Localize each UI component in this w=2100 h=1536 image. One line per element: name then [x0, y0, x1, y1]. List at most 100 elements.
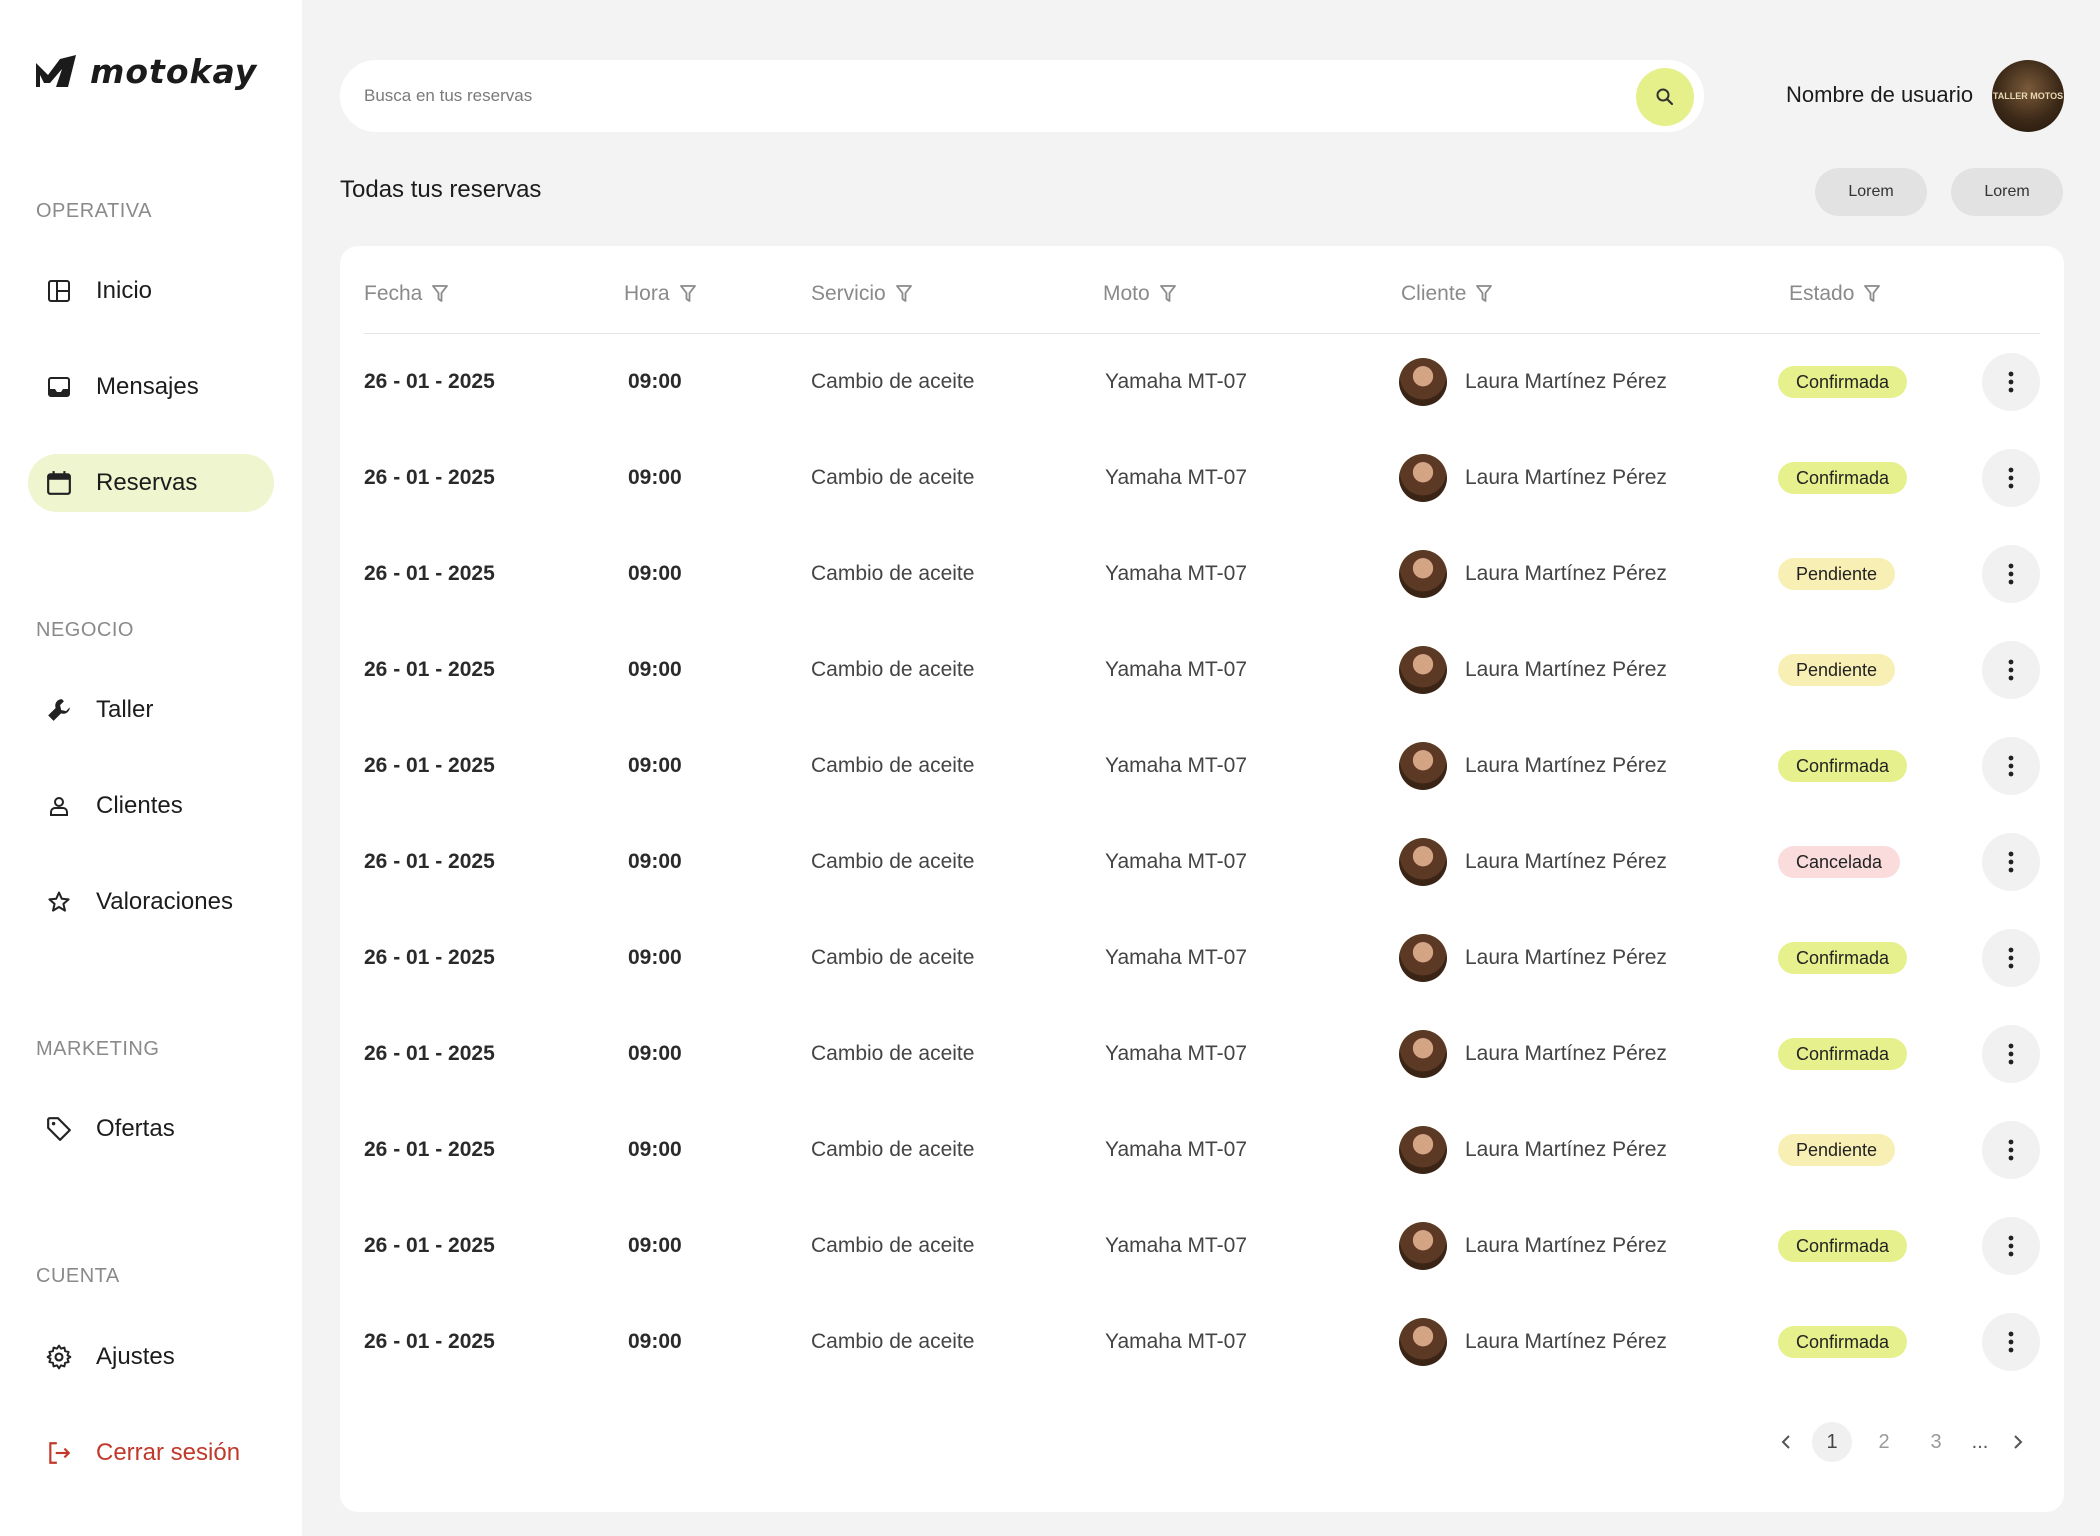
- table-row[interactable]: 26 - 01 - 2025 09:00 Cambio de aceite Yamah…: [364, 334, 2040, 430]
- table-row[interactable]: 26 - 01 - 2025 09:00 Cambio de aceite Yamah…: [364, 1294, 2040, 1390]
- cell-estado: Pendiente: [1778, 1102, 1896, 1198]
- more-vertical-icon: [2008, 1331, 2014, 1353]
- avatar[interactable]: TALLER MOTOS: [1992, 60, 2064, 132]
- inbox-icon: [46, 374, 72, 400]
- cell-hora: 09:00: [628, 1234, 682, 1257]
- row-menu-button[interactable]: [1982, 641, 2040, 699]
- sidebar-item-label: Ajustes: [96, 1343, 175, 1370]
- search-input[interactable]: [364, 86, 1564, 106]
- cell-fecha: 26 - 01 - 2025: [364, 1138, 495, 1161]
- row-menu-button[interactable]: [1982, 737, 2040, 795]
- pagination: 1 2 3 ...: [1772, 1422, 2032, 1462]
- cell-servicio: Cambio de aceite: [811, 1042, 975, 1065]
- gear-icon: [46, 1344, 72, 1370]
- client-name: Laura Martínez Pérez: [1465, 1138, 1667, 1161]
- table-row[interactable]: 26 - 01 - 2025 09:00 Cambio de aceite Yamah…: [364, 910, 2040, 1006]
- column-servicio[interactable]: Servicio: [811, 282, 912, 306]
- page-button-3[interactable]: 3: [1930, 1430, 1942, 1453]
- cell-servicio: Cambio de aceite: [811, 850, 975, 873]
- sidebar-item-ajustes[interactable]: Ajustes: [28, 1328, 274, 1386]
- sidebar-item-mensajes[interactable]: Mensajes: [28, 358, 274, 416]
- more-vertical-icon: [2008, 851, 2014, 873]
- cell-estado: Confirmada: [1778, 1006, 1908, 1102]
- pagination-ellipsis: ...: [1971, 1430, 1989, 1453]
- row-menu-button[interactable]: [1982, 1121, 2040, 1179]
- chevron-left-icon: [1781, 1435, 1790, 1449]
- cell-actions: [1982, 1006, 2040, 1102]
- sidebar-item-label: Clientes: [96, 792, 183, 819]
- lorem-button-2[interactable]: Lorem: [1951, 168, 2063, 216]
- sidebar-item-cerrar-sesion[interactable]: Cerrar sesión: [28, 1424, 274, 1482]
- column-label: Fecha: [364, 282, 423, 305]
- cell-servicio: Cambio de aceite: [811, 754, 975, 777]
- cell-fecha: 26 - 01 - 2025: [364, 1234, 495, 1257]
- calendar-icon: [46, 470, 72, 496]
- cell-actions: [1982, 1198, 2040, 1294]
- cell-actions: [1982, 334, 2040, 430]
- table-row[interactable]: 26 - 01 - 2025 09:00 Cambio de aceite Yamah…: [364, 814, 2040, 910]
- column-cliente[interactable]: Cliente: [1401, 282, 1493, 306]
- row-menu-button[interactable]: [1982, 353, 2040, 411]
- cell-actions: [1982, 622, 2040, 718]
- cell-moto: Yamaha MT-07: [1105, 658, 1248, 681]
- column-label: Cliente: [1401, 282, 1467, 305]
- user-name[interactable]: Nombre de usuario: [1786, 82, 1974, 107]
- user-icon: [46, 793, 72, 819]
- cell-fecha: 26 - 01 - 2025: [364, 562, 495, 585]
- section-title-negocio: NEGOCIO: [36, 619, 134, 641]
- row-menu-button[interactable]: [1982, 1217, 2040, 1275]
- cell-moto: Yamaha MT-07: [1105, 466, 1248, 489]
- table-header: Fecha Hora Servicio Moto Cliente Estado: [364, 246, 2040, 334]
- next-page-button[interactable]: [2004, 1422, 2032, 1462]
- search-button[interactable]: [1636, 68, 1694, 126]
- client-avatar: [1399, 646, 1447, 694]
- column-hora[interactable]: Hora: [624, 282, 696, 306]
- logout-icon: [46, 1440, 72, 1466]
- client-name: Laura Martínez Pérez: [1465, 658, 1667, 681]
- sidebar-item-inicio[interactable]: Inicio: [28, 262, 274, 320]
- row-menu-button[interactable]: [1982, 1025, 2040, 1083]
- row-menu-button[interactable]: [1982, 449, 2040, 507]
- column-estado[interactable]: Estado: [1789, 282, 1881, 306]
- cell-actions: [1982, 910, 2040, 1006]
- table-row[interactable]: 26 - 01 - 2025 09:00 Cambio de aceite Yamah…: [364, 1198, 2040, 1294]
- row-menu-button[interactable]: [1982, 1313, 2040, 1371]
- sidebar-item-ofertas[interactable]: Ofertas: [28, 1100, 274, 1158]
- sidebar-item-taller[interactable]: Taller: [28, 681, 274, 739]
- column-fecha[interactable]: Fecha: [364, 282, 449, 306]
- more-vertical-icon: [2008, 659, 2014, 681]
- brand-logo[interactable]: motokay: [34, 52, 257, 91]
- table-row[interactable]: 26 - 01 - 2025 09:00 Cambio de aceite Yamah…: [364, 718, 2040, 814]
- page-button-2[interactable]: 2: [1878, 1430, 1890, 1453]
- status-badge: Pendiente: [1778, 1134, 1896, 1166]
- client-avatar: [1399, 934, 1447, 982]
- row-menu-button[interactable]: [1982, 833, 2040, 891]
- row-menu-button[interactable]: [1982, 545, 2040, 603]
- filter-icon: [432, 285, 449, 302]
- page-button-1[interactable]: 1: [1812, 1422, 1852, 1462]
- cell-servicio: Cambio de aceite: [811, 946, 975, 969]
- cell-servicio: Cambio de aceite: [811, 370, 975, 393]
- sidebar-item-reservas[interactable]: Reservas: [28, 454, 274, 512]
- row-menu-button[interactable]: [1982, 929, 2040, 987]
- status-badge: Confirmada: [1778, 1230, 1908, 1262]
- table-row[interactable]: 26 - 01 - 2025 09:00 Cambio de aceite Yamah…: [364, 1102, 2040, 1198]
- cell-moto: Yamaha MT-07: [1105, 1234, 1248, 1257]
- cell-cliente: Laura Martínez Pérez: [1399, 1006, 1667, 1102]
- status-badge: Cancelada: [1778, 846, 1901, 878]
- sidebar-item-valoraciones[interactable]: Valoraciones: [28, 873, 274, 931]
- table-row[interactable]: 26 - 01 - 2025 09:00 Cambio de aceite Yamah…: [364, 430, 2040, 526]
- brand-name: motokay: [90, 52, 258, 91]
- cell-fecha: 26 - 01 - 2025: [364, 370, 495, 393]
- lorem-button-1[interactable]: Lorem: [1815, 168, 1927, 216]
- search-icon: [1656, 88, 1674, 106]
- table-row[interactable]: 26 - 01 - 2025 09:00 Cambio de aceite Yamah…: [364, 622, 2040, 718]
- sidebar-item-clientes[interactable]: Clientes: [28, 777, 274, 835]
- table-row[interactable]: 26 - 01 - 2025 09:00 Cambio de aceite Yamah…: [364, 526, 2040, 622]
- sidebar-item-label: Cerrar sesión: [96, 1439, 241, 1466]
- section-title-cuenta: CUENTA: [36, 1265, 120, 1287]
- column-moto[interactable]: Moto: [1103, 282, 1176, 306]
- column-label: Servicio: [811, 282, 886, 305]
- table-row[interactable]: 26 - 01 - 2025 09:00 Cambio de aceite Yamah…: [364, 1006, 2040, 1102]
- prev-page-button[interactable]: [1772, 1422, 1800, 1462]
